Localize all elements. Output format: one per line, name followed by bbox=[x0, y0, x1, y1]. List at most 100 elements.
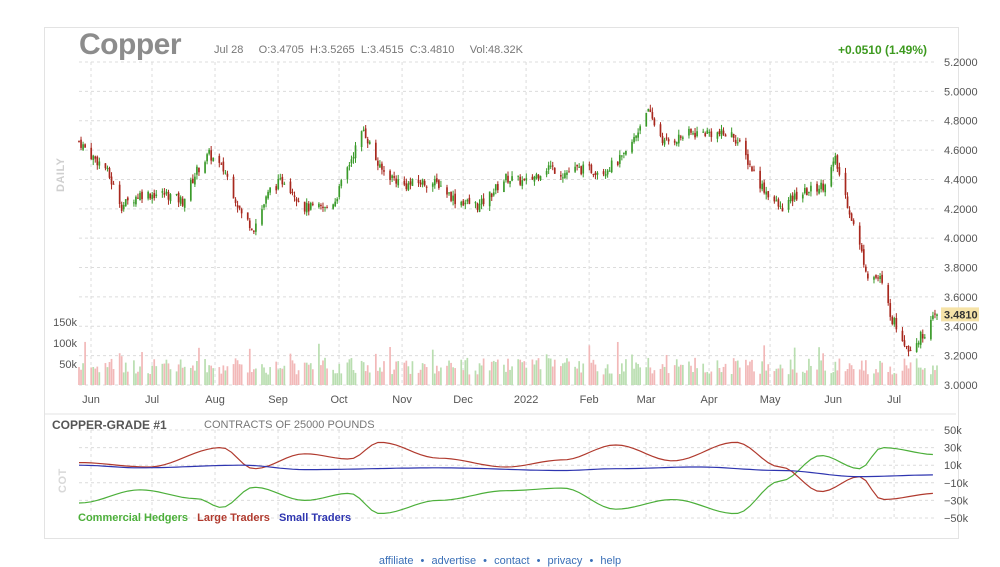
volume-bar bbox=[675, 359, 678, 385]
candle-body bbox=[690, 128, 692, 133]
time-tick-label: May bbox=[760, 394, 781, 406]
volume-bar bbox=[464, 360, 467, 385]
candle-body bbox=[246, 212, 249, 220]
volume-bar bbox=[932, 365, 934, 385]
volume-bar bbox=[423, 364, 426, 385]
candle-body bbox=[562, 177, 564, 179]
candle-body bbox=[533, 176, 536, 182]
volume-bar bbox=[234, 358, 237, 385]
volume-bar bbox=[106, 367, 109, 385]
candle-body bbox=[198, 167, 200, 173]
volume-bar bbox=[525, 367, 528, 385]
candle-body bbox=[810, 185, 812, 192]
grid-lines bbox=[79, 61, 937, 386]
candle-body bbox=[692, 133, 694, 135]
volume-bar bbox=[793, 347, 796, 385]
candle-body bbox=[210, 150, 213, 161]
candle-body bbox=[753, 169, 755, 171]
candle-body bbox=[381, 163, 383, 170]
candle-body bbox=[537, 174, 540, 179]
candle-body bbox=[616, 161, 619, 165]
footer-privacy[interactable]: privacy bbox=[547, 555, 583, 567]
volume-bar bbox=[592, 359, 595, 385]
candle-body bbox=[582, 164, 585, 174]
volume-bar bbox=[777, 368, 780, 385]
candle-body bbox=[350, 159, 353, 164]
volume-bar bbox=[834, 361, 837, 385]
volume-bar bbox=[478, 363, 481, 385]
candle-body bbox=[818, 188, 820, 194]
candle-body bbox=[267, 191, 269, 199]
volume-bar bbox=[118, 353, 121, 385]
volume-bar bbox=[179, 359, 182, 385]
legend-small: Small Traders bbox=[278, 512, 352, 524]
footer-contact[interactable]: contact bbox=[494, 555, 530, 567]
candle-body bbox=[903, 340, 906, 346]
candle-body bbox=[765, 191, 768, 195]
volume-bar bbox=[667, 373, 670, 385]
footer-advertise[interactable]: advertise bbox=[431, 555, 477, 567]
volume-bar bbox=[183, 366, 186, 385]
candle-body bbox=[206, 154, 208, 162]
volume-bar bbox=[137, 371, 139, 385]
candle-body bbox=[775, 200, 778, 202]
volume-bar bbox=[246, 372, 249, 385]
volume-bar bbox=[818, 347, 820, 385]
candle-body bbox=[208, 149, 210, 154]
volume-bar bbox=[435, 365, 438, 385]
volume-bar bbox=[639, 367, 642, 385]
volume-tick-label: 50k bbox=[59, 359, 77, 371]
volume-bar bbox=[716, 360, 719, 385]
volume-bar bbox=[574, 366, 576, 385]
last-price-label: 3.4810 bbox=[944, 309, 978, 321]
volume-bar bbox=[653, 370, 656, 385]
volume-bar bbox=[545, 354, 548, 385]
volume-bar bbox=[446, 365, 448, 385]
time-axis: Jun Jul Aug Sep Oct Nov Dec 2022 Feb Mar Apr May Jun… bbox=[45, 394, 956, 415]
candle-body bbox=[862, 249, 865, 265]
candle-body bbox=[84, 144, 86, 148]
candle-body bbox=[92, 155, 95, 160]
candle-body bbox=[177, 192, 180, 203]
candle-body bbox=[592, 174, 595, 176]
volume-bar bbox=[844, 371, 847, 385]
volume-bar bbox=[867, 374, 869, 385]
candle-body bbox=[590, 164, 593, 174]
candle-body bbox=[549, 165, 552, 167]
candle-body bbox=[147, 191, 149, 199]
volume-bar bbox=[751, 359, 753, 385]
footer-help[interactable]: help bbox=[600, 555, 622, 567]
candle-body bbox=[653, 118, 656, 126]
volume-bar bbox=[824, 370, 827, 385]
volume-bar bbox=[696, 368, 698, 385]
volume-bar bbox=[360, 360, 363, 385]
volume-bar bbox=[348, 359, 351, 385]
candle-body bbox=[879, 276, 881, 280]
volume-bar bbox=[307, 364, 310, 385]
volume-bar bbox=[104, 363, 107, 385]
price-tick-label: 4.6000 bbox=[944, 145, 978, 157]
volume-bar bbox=[163, 363, 166, 385]
candle-body bbox=[730, 132, 733, 138]
candle-body bbox=[921, 334, 924, 339]
volume-bar bbox=[482, 358, 485, 385]
candle-body bbox=[875, 275, 877, 278]
candle-body bbox=[773, 196, 776, 202]
volume-bar bbox=[155, 366, 158, 385]
volume-bar bbox=[462, 370, 465, 385]
volume-bar bbox=[90, 367, 93, 385]
candle-body bbox=[745, 140, 747, 156]
candle-body bbox=[936, 314, 938, 316]
footer-affiliate[interactable]: affiliate bbox=[378, 555, 414, 567]
candle-body bbox=[718, 130, 721, 135]
candle-body bbox=[362, 129, 365, 131]
volume-bars bbox=[78, 341, 938, 385]
price-tick-label: 3.2000 bbox=[944, 351, 978, 363]
candle-body bbox=[98, 161, 101, 166]
volume-bar bbox=[661, 364, 664, 385]
cot-grid bbox=[79, 429, 937, 519]
volume-axis: 150k 100k 50k bbox=[53, 317, 77, 371]
volume-bar bbox=[181, 367, 184, 385]
volume-bar bbox=[218, 367, 221, 385]
volume-bar bbox=[887, 372, 890, 385]
